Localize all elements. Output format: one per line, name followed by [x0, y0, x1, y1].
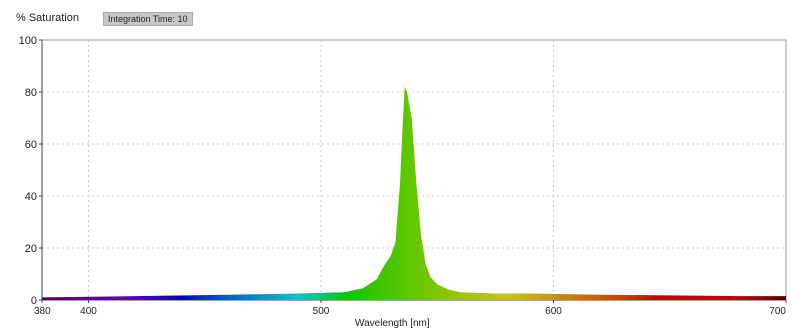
- y-tick-label: 40: [25, 191, 37, 203]
- y-tick-label: 20: [25, 243, 37, 255]
- y-tick-label: 80: [25, 87, 37, 99]
- spectrum-area: [42, 86, 786, 300]
- integration-time-badge: Integration Time: 10: [103, 12, 193, 26]
- x-tick-label: 700: [769, 306, 786, 317]
- y-tick-label: 60: [25, 139, 37, 151]
- y-ticks: 0 20 40 60 80 100: [19, 35, 42, 307]
- y-tick-label: 100: [19, 35, 37, 47]
- x-tick-label: 600: [545, 306, 562, 317]
- y-axis-label: % Saturation: [16, 12, 79, 24]
- y-tick-label: 0: [31, 295, 37, 307]
- x-ticks: 380 400 500 600 700: [34, 300, 787, 317]
- x-tick-label: 500: [313, 306, 330, 317]
- x-tick-label: 380: [34, 306, 51, 317]
- x-axis-label: Wavelength [nm]: [355, 318, 430, 329]
- x-tick-label: 400: [80, 306, 97, 317]
